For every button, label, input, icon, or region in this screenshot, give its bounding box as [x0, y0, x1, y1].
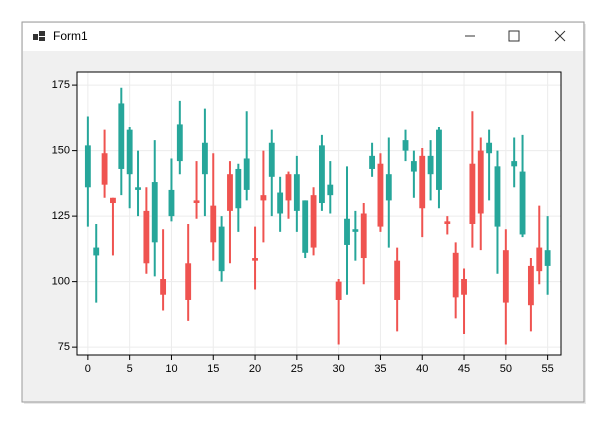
- candle-body: [469, 163, 476, 224]
- x-tick-label: 25: [291, 363, 303, 375]
- candle-body: [176, 124, 183, 162]
- x-tick-label: 40: [416, 363, 428, 375]
- x-tick-label: 45: [458, 363, 470, 375]
- candle-body: [427, 155, 434, 175]
- candle-body: [277, 192, 284, 214]
- x-tick-label: 15: [207, 363, 219, 375]
- candle-body: [201, 142, 208, 175]
- plot-area: [77, 72, 561, 355]
- y-tick-label: 100: [52, 276, 70, 288]
- icon-part: [33, 34, 38, 40]
- candle-body: [235, 168, 242, 209]
- candle-body: [511, 161, 518, 167]
- candle-body: [327, 184, 334, 196]
- candle-body: [302, 200, 309, 253]
- candle-body: [519, 171, 526, 235]
- candle-body: [502, 250, 509, 303]
- x-tick-label: 5: [127, 363, 133, 375]
- candle-body: [110, 197, 116, 204]
- candle-body: [394, 260, 401, 300]
- candle-body: [260, 195, 267, 201]
- candle-body: [536, 247, 543, 272]
- candle-body: [452, 252, 459, 298]
- candle-body: [293, 174, 300, 211]
- candle-body: [218, 226, 225, 272]
- candle-body: [168, 189, 175, 217]
- candle-body: [377, 163, 384, 227]
- maximize-button[interactable]: [508, 30, 520, 42]
- candle-body: [494, 166, 501, 227]
- close-button[interactable]: [554, 30, 566, 42]
- candle-body: [93, 247, 100, 256]
- candle-body: [185, 263, 192, 300]
- candle-body: [84, 145, 91, 188]
- candle-body: [477, 150, 484, 214]
- plot-border: [76, 71, 562, 356]
- candle-body: [527, 265, 534, 306]
- y-tick-label: 150: [52, 145, 70, 157]
- candle-body: [160, 279, 167, 295]
- candle-body: [461, 279, 467, 295]
- x-tick-label: 20: [249, 363, 261, 375]
- candle-body: [143, 210, 150, 264]
- y-tick-label: 125: [52, 210, 70, 222]
- candle-body: [243, 158, 250, 190]
- candle-body: [118, 103, 125, 169]
- candle-body: [193, 200, 200, 204]
- candle-body: [360, 213, 367, 259]
- x-tick-label: 30: [333, 363, 345, 375]
- title-bar: [23, 23, 583, 51]
- candle-body: [151, 182, 158, 243]
- candle-body: [210, 205, 217, 243]
- candle-body: [344, 218, 350, 245]
- candle-body: [419, 155, 426, 209]
- window-title: Form1: [53, 29, 88, 43]
- x-tick-label: 0: [85, 363, 91, 375]
- candle-body: [126, 129, 133, 175]
- candle-body: [268, 142, 275, 177]
- window-icon: [33, 31, 45, 41]
- candle-body: [544, 250, 551, 266]
- chart: 75 100 125 150 175 0 5 10 15 20 25 30 35 40 45 50 55: [52, 71, 562, 375]
- candle-body: [402, 140, 409, 151]
- candle-body: [444, 221, 451, 224]
- candle-body: [310, 195, 317, 248]
- candle-body: [319, 145, 325, 204]
- x-tick-label: 55: [542, 363, 554, 375]
- candle-body: [436, 129, 442, 190]
- candle-body: [135, 187, 141, 190]
- candle-body: [285, 174, 292, 201]
- icon-part: [39, 37, 45, 41]
- candle-body: [410, 161, 417, 172]
- y-tick-label: 175: [52, 79, 70, 91]
- y-tick-label: 75: [58, 341, 70, 353]
- candle-body: [252, 258, 258, 261]
- icon-part: [39, 31, 45, 36]
- candle-body: [227, 174, 233, 211]
- candle-body: [335, 281, 342, 300]
- candle-body: [369, 155, 376, 169]
- x-tick-label: 35: [374, 363, 386, 375]
- candle-body: [352, 229, 359, 232]
- candle-body: [385, 174, 392, 201]
- x-tick-label: 50: [500, 363, 512, 375]
- candle-body: [486, 142, 493, 154]
- x-tick-label: 10: [165, 363, 177, 375]
- candle-body: [101, 153, 108, 185]
